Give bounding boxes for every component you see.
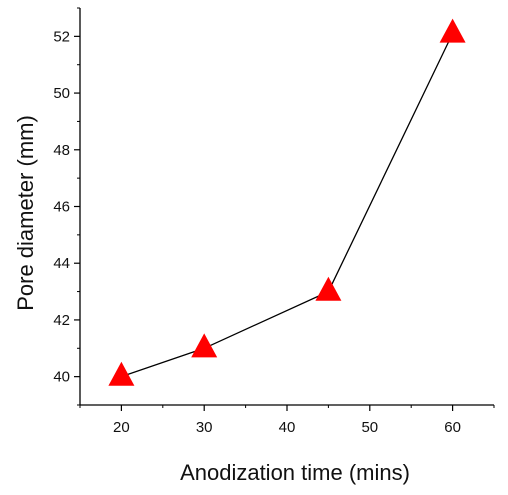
x-tick-label: 50 xyxy=(361,419,378,436)
plot-frame xyxy=(79,8,494,406)
y-tick-label: 40 xyxy=(53,369,70,386)
series-line xyxy=(121,33,454,378)
x-tick-label: 60 xyxy=(444,419,461,436)
marker-layer xyxy=(108,18,466,386)
data-point-triangle xyxy=(191,333,218,358)
ticks-layer: 20 30 40 50 60 40 42 44 46 48 50 52 xyxy=(53,7,495,436)
data-point-triangle xyxy=(315,276,342,301)
y-axis-label: Pore diameter (mm) xyxy=(13,115,38,311)
series-line-layer xyxy=(121,33,454,378)
y-tick-label: 48 xyxy=(53,142,70,159)
data-point-triangle xyxy=(108,361,135,386)
x-tick-label: 20 xyxy=(113,419,130,436)
y-tick-label: 50 xyxy=(53,85,70,102)
x-axis-label: Anodization time (mins) xyxy=(180,460,410,485)
y-tick-label: 52 xyxy=(53,28,70,45)
x-tick-label: 30 xyxy=(196,419,213,436)
y-tick-label: 44 xyxy=(53,255,70,272)
data-point-triangle xyxy=(439,18,466,43)
x-tick-label: 40 xyxy=(279,419,296,436)
y-tick-label: 46 xyxy=(53,199,70,216)
y-tick-label: 42 xyxy=(53,312,70,329)
